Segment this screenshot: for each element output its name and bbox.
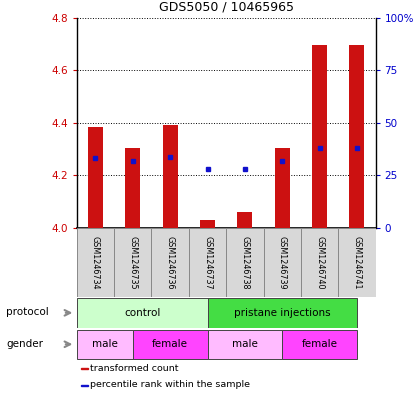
Bar <box>275 148 290 228</box>
Text: GSM1246740: GSM1246740 <box>315 235 324 289</box>
Text: male: male <box>92 339 118 349</box>
Text: GSM1246738: GSM1246738 <box>240 235 249 289</box>
Bar <box>189 228 226 297</box>
Bar <box>338 228 376 297</box>
Text: control: control <box>124 308 160 318</box>
Bar <box>301 228 338 297</box>
Text: female: female <box>302 339 337 349</box>
Bar <box>77 298 208 327</box>
Text: female: female <box>152 339 188 349</box>
Bar <box>208 330 282 359</box>
Text: pristane injections: pristane injections <box>234 308 330 318</box>
Bar <box>163 125 178 228</box>
Bar <box>312 45 327 228</box>
Bar <box>114 228 151 297</box>
Bar <box>226 228 264 297</box>
Text: GSM1246734: GSM1246734 <box>91 235 100 289</box>
Text: GSM1246735: GSM1246735 <box>128 235 137 289</box>
Bar <box>200 220 215 228</box>
Text: GSM1246736: GSM1246736 <box>166 235 175 289</box>
Bar <box>237 212 252 228</box>
Bar <box>125 148 140 228</box>
Text: GSM1246737: GSM1246737 <box>203 235 212 289</box>
Text: GSM1246739: GSM1246739 <box>278 235 287 289</box>
Bar <box>264 228 301 297</box>
Bar <box>133 330 208 359</box>
Bar <box>77 330 133 359</box>
Bar <box>151 228 189 297</box>
Bar <box>282 330 357 359</box>
Bar <box>77 228 114 297</box>
Bar <box>88 127 103 228</box>
Bar <box>349 45 364 228</box>
Bar <box>81 385 88 386</box>
Title: GDS5050 / 10465965: GDS5050 / 10465965 <box>159 1 294 14</box>
Bar <box>81 368 88 369</box>
Text: male: male <box>232 339 258 349</box>
Bar <box>208 298 357 327</box>
Text: protocol: protocol <box>6 307 49 317</box>
Text: percentile rank within the sample: percentile rank within the sample <box>90 380 250 389</box>
Text: gender: gender <box>6 339 43 349</box>
Text: transformed count: transformed count <box>90 364 179 373</box>
Text: GSM1246741: GSM1246741 <box>352 235 361 289</box>
